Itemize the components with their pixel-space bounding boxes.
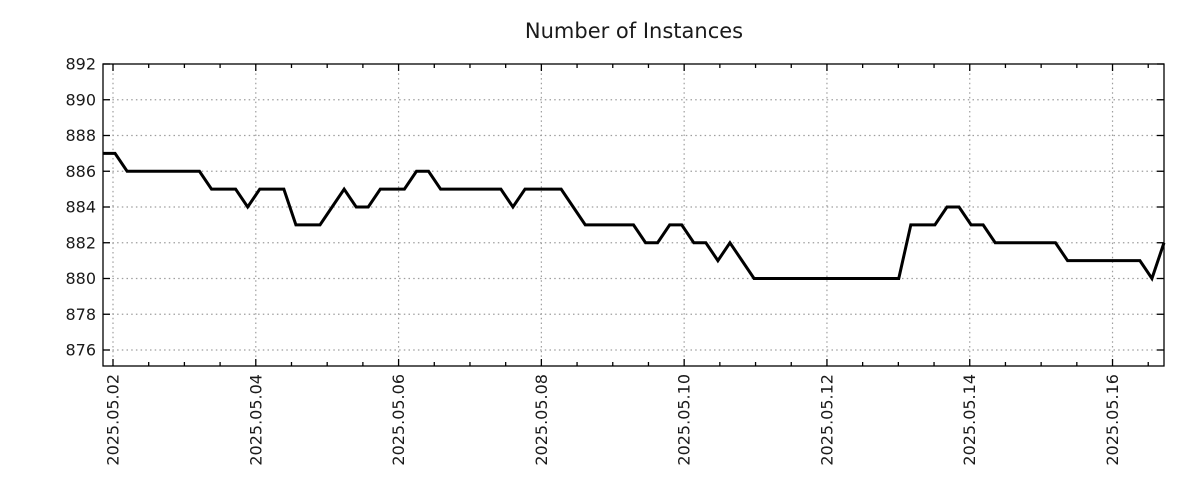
- grid: [103, 64, 1164, 366]
- y-tick-label: 880: [65, 269, 96, 288]
- x-tick-label: 2025.05.08: [532, 374, 551, 466]
- y-tick-label: 884: [65, 198, 96, 217]
- x-tick-label: 2025.05.10: [675, 374, 694, 466]
- axis-labels: 876 878 880 882 884 886 888 890 892 2025.05.02 202…: [65, 55, 1122, 466]
- series-layer: [103, 151, 1166, 282]
- x-tick-label: 2025.05.02: [104, 374, 123, 466]
- y-tick-label: 876: [65, 341, 96, 360]
- x-tick-label: 2025.05.04: [246, 374, 265, 466]
- x-tick-label: 2025.05.12: [817, 374, 836, 466]
- y-tick-label: 892: [65, 55, 96, 74]
- series-line: [103, 151, 1166, 282]
- x-tick-label: 2025.05.16: [1103, 374, 1122, 466]
- y-tick-label: 878: [65, 305, 96, 324]
- x-tick-label: 2025.05.14: [960, 374, 979, 466]
- x-tick-label: 2025.05.06: [389, 374, 408, 466]
- y-tick-label: 882: [65, 233, 96, 252]
- axis-ticks: [103, 63, 1164, 366]
- y-tick-label: 886: [65, 162, 96, 181]
- y-tick-label: 888: [65, 126, 96, 145]
- y-tick-label: 890: [65, 90, 96, 109]
- chart-title: Number of Instances: [525, 19, 743, 43]
- plot-frame: [102, 63, 1165, 367]
